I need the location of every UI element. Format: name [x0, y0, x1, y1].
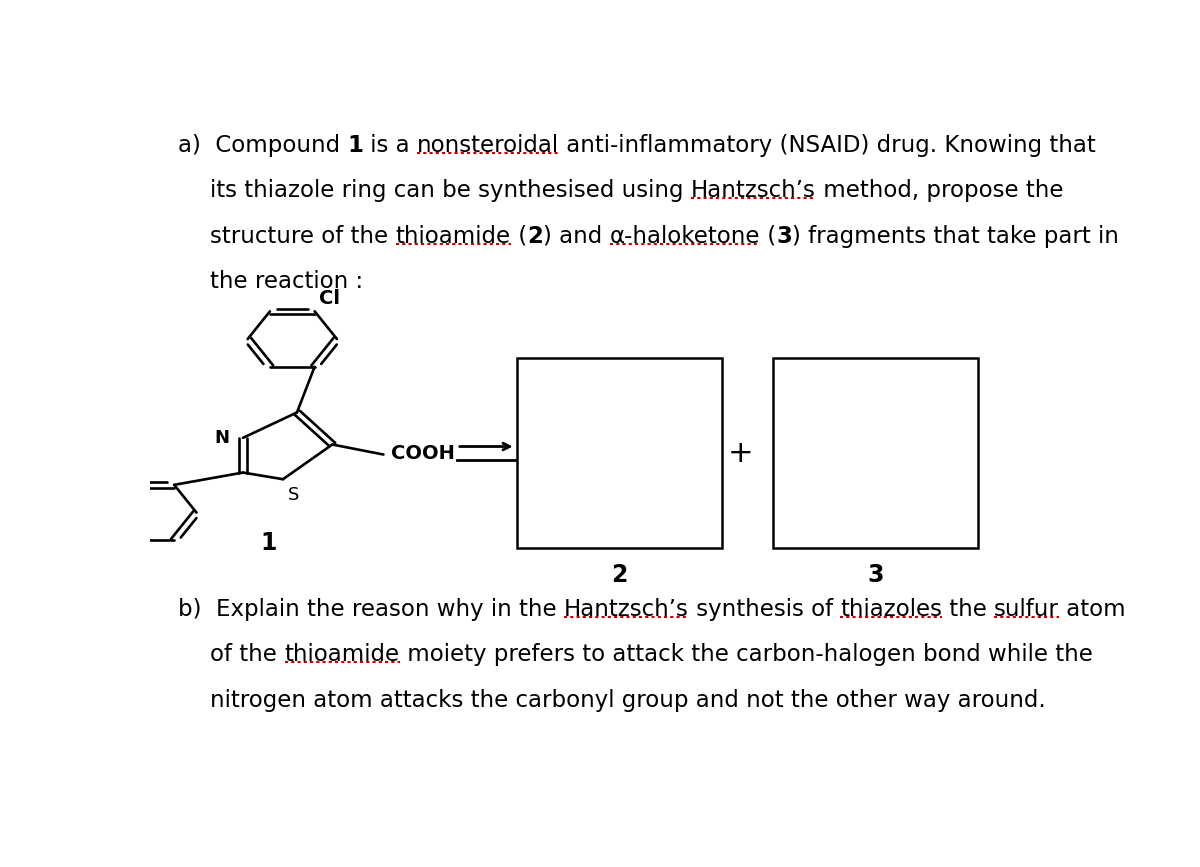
- Text: moiety prefers to attack the carbon-halogen bond while the: moiety prefers to attack the carbon-halo…: [400, 643, 1092, 667]
- Text: 2: 2: [612, 563, 628, 587]
- Text: atom: atom: [1060, 598, 1126, 621]
- Text: α-haloketone: α-haloketone: [610, 225, 760, 248]
- Text: Hantzsch’s: Hantzsch’s: [691, 179, 816, 203]
- Text: (: (: [760, 225, 776, 248]
- Text: is a: is a: [364, 134, 418, 157]
- Text: N: N: [214, 429, 229, 447]
- Text: anti-inflammatory (NSAID) drug. Knowing that: anti-inflammatory (NSAID) drug. Knowing …: [559, 134, 1096, 157]
- Text: thiazoles: thiazoles: [840, 598, 942, 621]
- Text: ) and: ) and: [544, 225, 610, 248]
- Bar: [517, 358, 722, 548]
- Text: the: the: [942, 598, 994, 621]
- Text: 2: 2: [527, 225, 544, 248]
- Text: 3: 3: [868, 563, 883, 587]
- Text: 3: 3: [776, 225, 792, 248]
- Text: ) fragments that take part in: ) fragments that take part in: [792, 225, 1120, 248]
- Text: S: S: [288, 486, 299, 504]
- Text: thioamide: thioamide: [396, 225, 511, 248]
- Text: COOH: COOH: [391, 444, 455, 463]
- Bar: [773, 358, 978, 548]
- Text: thioamide: thioamide: [284, 643, 400, 667]
- Text: sulfur: sulfur: [994, 598, 1060, 621]
- Text: method, propose the: method, propose the: [816, 179, 1063, 203]
- Text: 1: 1: [347, 134, 364, 157]
- Text: the reaction :: the reaction :: [210, 271, 364, 293]
- Text: nonsteroidal: nonsteroidal: [418, 134, 559, 157]
- Text: synthesis of: synthesis of: [689, 598, 840, 621]
- Text: of the: of the: [210, 643, 284, 667]
- Text: Hantzsch’s: Hantzsch’s: [564, 598, 689, 621]
- Text: Cl: Cl: [319, 289, 341, 308]
- Text: structure of the: structure of the: [210, 225, 396, 248]
- Text: (: (: [511, 225, 527, 248]
- Text: +: +: [727, 439, 754, 467]
- Text: b)  Explain the reason why in the: b) Explain the reason why in the: [178, 598, 564, 621]
- Text: its thiazole ring can be synthesised using: its thiazole ring can be synthesised usi…: [210, 179, 691, 203]
- Text: nitrogen atom attacks the carbonyl group and not the other way around.: nitrogen atom attacks the carbonyl group…: [210, 689, 1046, 712]
- Text: a)  Compound: a) Compound: [178, 134, 347, 157]
- Text: 1: 1: [260, 531, 277, 555]
